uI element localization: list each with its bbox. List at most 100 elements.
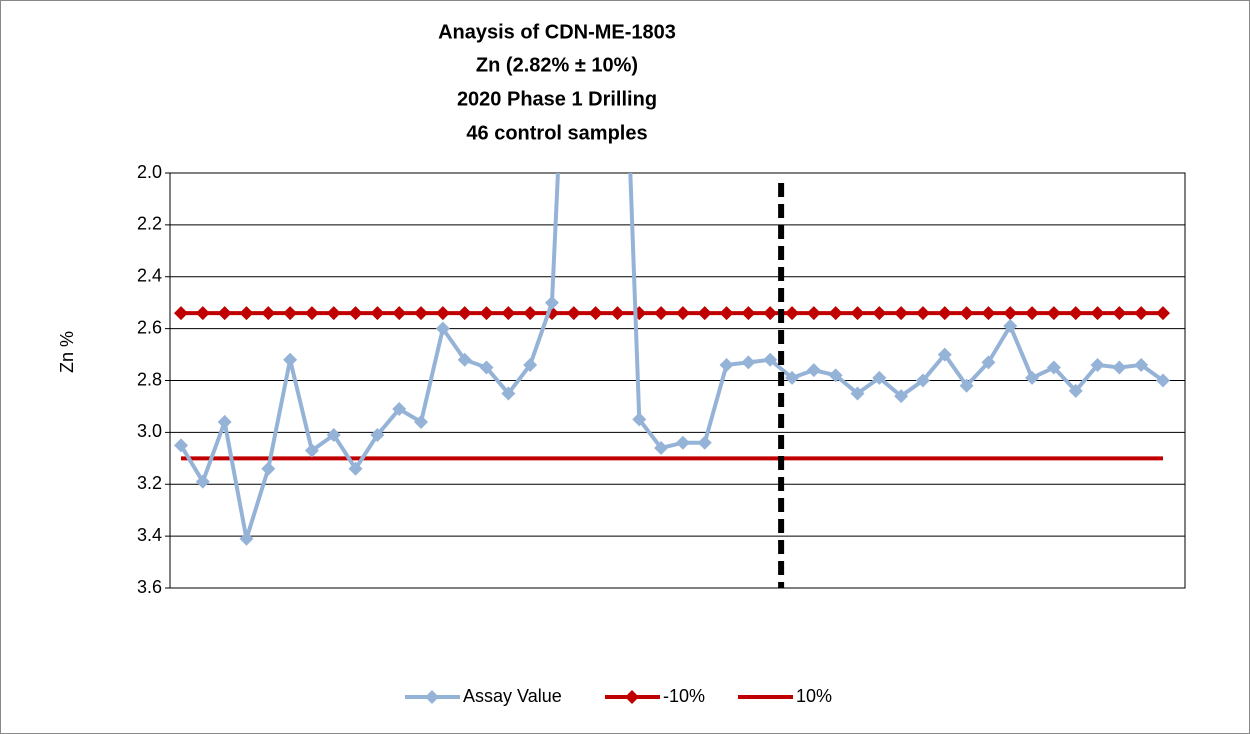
data-point	[239, 531, 254, 546]
data-point	[741, 355, 756, 370]
series-line	[179, 173, 1165, 540]
data-point	[588, 306, 603, 321]
y-tick-label: 3.0	[137, 421, 162, 441]
data-point	[654, 440, 669, 455]
data-point	[872, 306, 887, 321]
data-point	[763, 352, 778, 367]
data-point	[217, 415, 232, 429]
data-point	[785, 370, 800, 385]
data-point	[828, 368, 843, 383]
data-point	[610, 306, 625, 321]
data-point	[915, 306, 930, 321]
data-point	[261, 461, 276, 476]
data-point	[675, 306, 690, 321]
data-point	[392, 402, 407, 417]
data-point	[544, 295, 559, 310]
data-point	[654, 306, 669, 321]
data-point	[937, 347, 952, 362]
data-point	[304, 443, 319, 458]
data-point	[959, 378, 974, 393]
data-point	[675, 435, 690, 450]
data-point	[348, 306, 363, 321]
data-point	[806, 363, 821, 378]
data-point	[763, 306, 778, 321]
data-point	[1068, 306, 1083, 321]
data-point	[348, 461, 363, 476]
data-point	[785, 306, 800, 321]
legend-marker	[425, 690, 439, 704]
data-point	[697, 435, 712, 450]
data-point	[894, 389, 909, 404]
data-point	[741, 306, 756, 321]
data-point	[1003, 319, 1018, 334]
legend-marker	[625, 690, 639, 704]
data-point	[850, 386, 865, 401]
data-point	[959, 306, 974, 321]
data-point	[1046, 306, 1061, 321]
data-point	[326, 427, 341, 442]
data-point	[1068, 383, 1083, 398]
data-point	[392, 306, 407, 321]
data-point	[174, 306, 188, 321]
data-point	[1003, 306, 1018, 321]
data-point	[981, 306, 996, 321]
data-point	[195, 306, 210, 321]
data-point	[326, 306, 341, 321]
chart-title: Anaysis of CDN-ME-1803	[438, 21, 676, 43]
data-point	[1156, 306, 1170, 321]
data-point	[414, 306, 429, 321]
y-tick-label: 3.6	[137, 577, 162, 597]
y-tick-label: 3.2	[137, 473, 162, 493]
data-point	[719, 357, 734, 372]
y-axis-label: Zn %	[57, 331, 77, 373]
data-point	[719, 306, 734, 321]
plot-border	[169, 172, 1186, 589]
data-point	[457, 352, 472, 367]
y-tick-label: 2.8	[137, 369, 162, 389]
data-point	[1025, 306, 1040, 321]
chart-title: 46 control samples	[466, 122, 647, 144]
data-point	[981, 355, 996, 370]
data-point	[479, 360, 494, 375]
data-point	[1112, 360, 1127, 375]
data-point	[195, 474, 210, 489]
data-point	[872, 370, 887, 385]
y-tick-label: 3.4	[137, 525, 162, 545]
data-point	[1046, 360, 1061, 375]
data-point	[806, 306, 821, 321]
data-point	[828, 306, 843, 321]
data-point	[1112, 306, 1127, 321]
data-point	[435, 321, 450, 336]
data-point	[283, 352, 298, 367]
y-tick-label: 2.6	[137, 317, 162, 337]
data-point	[523, 306, 538, 321]
data-point	[304, 306, 319, 321]
data-point	[850, 306, 865, 321]
data-point	[1090, 357, 1105, 372]
data-point	[1134, 306, 1149, 321]
data-point	[501, 306, 516, 321]
y-tick-label: 2.4	[137, 266, 162, 286]
data-point	[1156, 373, 1170, 388]
legend-label: Assay Value	[463, 686, 562, 706]
data-point	[174, 438, 188, 453]
plot-area	[174, 173, 1170, 546]
chart-title: 2020 Phase 1 Drilling	[457, 88, 657, 110]
data-point	[1025, 370, 1040, 385]
data-point	[697, 306, 712, 321]
data-point	[894, 306, 909, 321]
data-point	[566, 306, 581, 321]
data-point	[457, 306, 472, 321]
legend-label: -10%	[663, 686, 705, 706]
data-point	[523, 357, 538, 372]
data-point	[479, 306, 494, 321]
data-point	[261, 306, 276, 321]
data-point	[239, 306, 254, 321]
legend-label: 10%	[796, 686, 832, 706]
data-point	[217, 306, 232, 321]
data-point	[937, 306, 952, 321]
data-point	[283, 306, 298, 321]
data-point	[370, 427, 385, 442]
data-point	[1134, 357, 1149, 372]
